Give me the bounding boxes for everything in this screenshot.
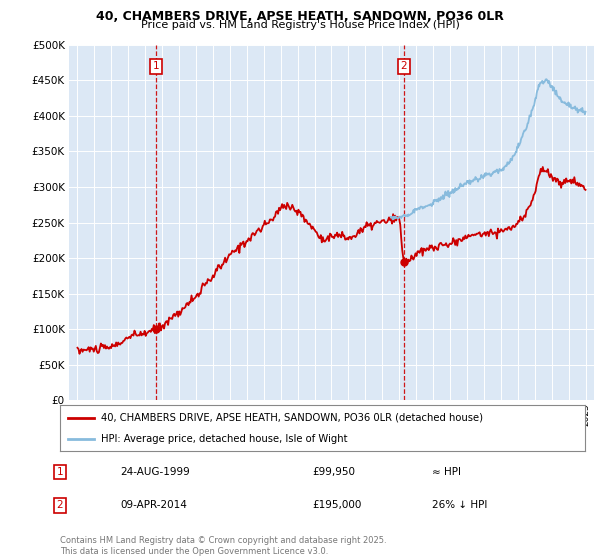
Text: Contains HM Land Registry data © Crown copyright and database right 2025.
This d: Contains HM Land Registry data © Crown c… bbox=[60, 536, 386, 556]
Text: Price paid vs. HM Land Registry's House Price Index (HPI): Price paid vs. HM Land Registry's House … bbox=[140, 20, 460, 30]
Text: 40, CHAMBERS DRIVE, APSE HEATH, SANDOWN, PO36 0LR: 40, CHAMBERS DRIVE, APSE HEATH, SANDOWN,… bbox=[96, 10, 504, 22]
Text: 24-AUG-1999: 24-AUG-1999 bbox=[120, 467, 190, 477]
Text: £195,000: £195,000 bbox=[312, 501, 361, 510]
Text: ≈ HPI: ≈ HPI bbox=[432, 467, 461, 477]
Text: £99,950: £99,950 bbox=[312, 467, 355, 477]
Text: 40, CHAMBERS DRIVE, APSE HEATH, SANDOWN, PO36 0LR (detached house): 40, CHAMBERS DRIVE, APSE HEATH, SANDOWN,… bbox=[101, 413, 483, 423]
Text: 2: 2 bbox=[56, 501, 64, 510]
Text: 09-APR-2014: 09-APR-2014 bbox=[120, 501, 187, 510]
Text: 1: 1 bbox=[153, 61, 160, 71]
Text: HPI: Average price, detached house, Isle of Wight: HPI: Average price, detached house, Isle… bbox=[101, 434, 347, 444]
Text: 1: 1 bbox=[56, 467, 64, 477]
Text: 26% ↓ HPI: 26% ↓ HPI bbox=[432, 501, 487, 510]
Text: 2: 2 bbox=[401, 61, 407, 71]
